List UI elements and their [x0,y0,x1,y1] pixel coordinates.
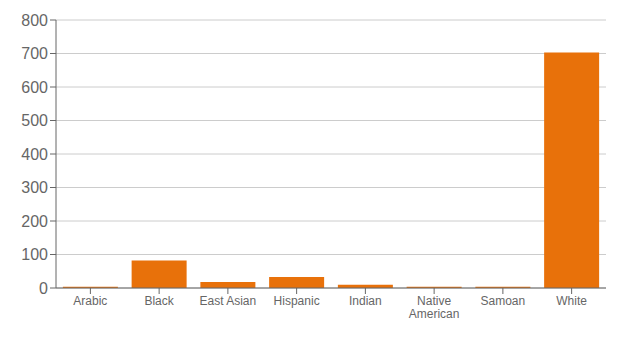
svg-text:Arabic: Arabic [73,294,107,308]
svg-text:NativeAmerican: NativeAmerican [409,294,460,322]
svg-text:100: 100 [21,246,48,263]
svg-text:800: 800 [21,12,48,29]
svg-text:0: 0 [39,280,48,297]
svg-text:400: 400 [21,146,48,163]
svg-text:200: 200 [21,213,48,230]
svg-text:East Asian: East Asian [200,294,257,308]
svg-text:White: White [556,294,587,308]
svg-text:Hispanic: Hispanic [274,294,320,308]
svg-text:700: 700 [21,45,48,62]
svg-text:Black: Black [144,294,174,308]
svg-text:Indian: Indian [349,294,382,308]
svg-text:Samoan: Samoan [481,294,526,308]
svg-text:600: 600 [21,79,48,96]
svg-text:300: 300 [21,179,48,196]
svg-text:500: 500 [21,112,48,129]
